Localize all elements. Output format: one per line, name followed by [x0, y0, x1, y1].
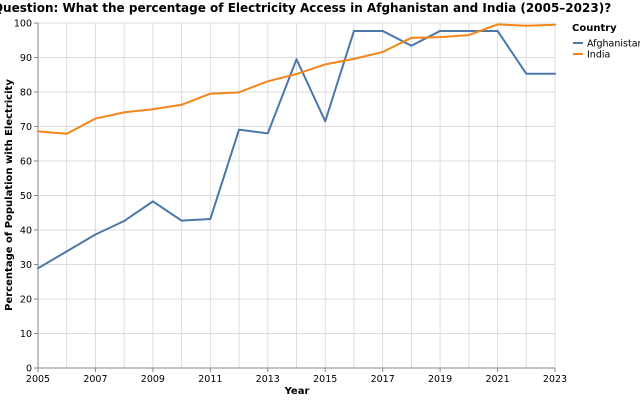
x-axis-title: Year	[284, 386, 310, 397]
x-tick-label: 2011	[198, 374, 222, 385]
axes: 0 10 20 30 40 50 60 70 80 90 100 2005 2007 2009 2011 20…	[14, 19, 567, 386]
y-tick-label: 100	[14, 19, 32, 30]
x-tick-label: 2007	[83, 374, 107, 385]
y-tick-label: 0	[26, 364, 32, 375]
y-tick-label: 50	[20, 191, 32, 202]
y-tick-label: 70	[20, 122, 32, 133]
y-tick-label: 90	[20, 53, 32, 64]
y-tick-label: 30	[20, 260, 32, 271]
x-tick-label: 2015	[313, 374, 337, 385]
x-tick-label: 2019	[428, 374, 452, 385]
y-tick-label: 80	[20, 88, 32, 99]
y-tick-label: 20	[20, 295, 32, 306]
x-tick-label: 2023	[543, 374, 567, 385]
series-lines	[37, 23, 556, 270]
legend-label-afghanistan: Afghanistan	[587, 39, 640, 50]
legend-label-india: India	[587, 50, 610, 61]
y-tick-label: 40	[20, 226, 32, 237]
x-tick-label: 2021	[485, 374, 509, 385]
series-line-india	[37, 23, 556, 135]
y-axis-title: Percentage of Population with Electricit…	[4, 79, 15, 311]
x-tick-label: 2005	[26, 374, 50, 385]
y-tick-label: 60	[20, 157, 32, 168]
series-line-afghanistan	[37, 29, 556, 270]
y-tick-label: 10	[20, 329, 32, 340]
legend-title: Country	[572, 23, 617, 34]
x-tick-label: 2013	[256, 374, 280, 385]
chart-title: Question: What the percentage of Electri…	[0, 1, 611, 15]
x-tick-label: 2017	[371, 374, 395, 385]
x-tick-label: 2009	[141, 374, 165, 385]
